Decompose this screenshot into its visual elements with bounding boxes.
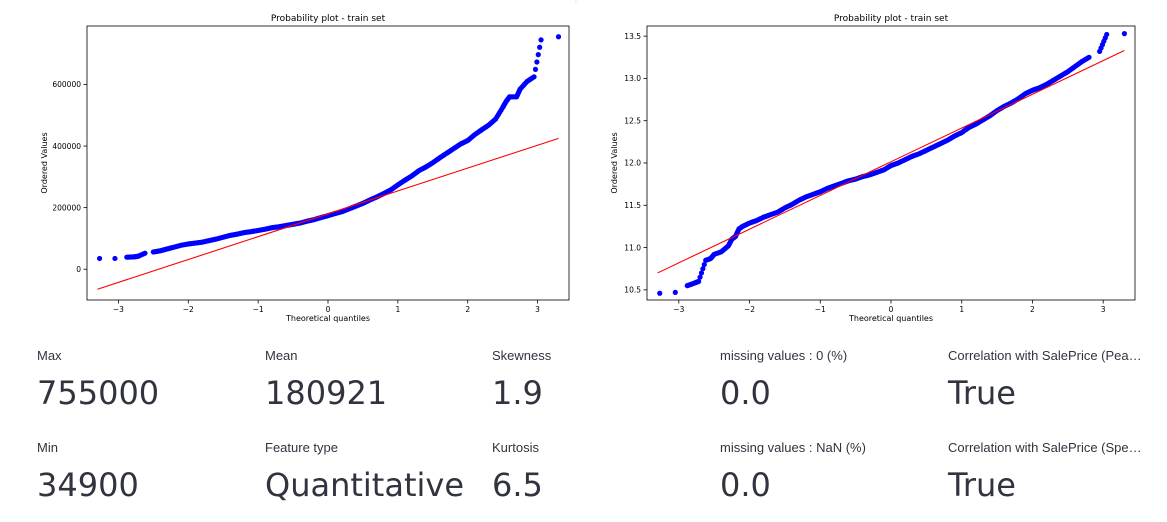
x-tick-label: −2 bbox=[183, 305, 194, 314]
metric-kurtosis: Kurtosis 6.5 bbox=[492, 439, 702, 505]
metric-mean: Mean 180921 bbox=[265, 347, 475, 413]
metric-label: Kurtosis bbox=[492, 440, 539, 455]
plot-title: Probability plot - train set bbox=[834, 14, 949, 24]
y-tick-label: 200000 bbox=[52, 203, 81, 212]
metric-label: missing values : 0 (%) bbox=[720, 348, 848, 363]
fit-line bbox=[657, 50, 1125, 274]
metric-label: Max bbox=[37, 348, 62, 363]
x-tick-label: −3 bbox=[673, 305, 684, 314]
x-axis-label: Theoretical quantiles bbox=[848, 314, 933, 323]
y-tick-label: 11.0 bbox=[624, 243, 641, 252]
data-point bbox=[697, 274, 703, 280]
data-point bbox=[700, 266, 706, 272]
metric-missing-zero: missing values : 0 (%) 0.0 bbox=[720, 347, 930, 413]
y-axis-label: Ordered Values bbox=[610, 132, 619, 193]
metric-label: Skewness bbox=[492, 348, 552, 363]
metric-value: 0.0 bbox=[720, 374, 771, 412]
data-point bbox=[532, 66, 539, 73]
data-point bbox=[1086, 54, 1092, 60]
x-tick-label: 2 bbox=[465, 305, 470, 314]
data-point bbox=[538, 37, 544, 43]
data-point bbox=[672, 289, 678, 295]
metric-value: 0.0 bbox=[720, 466, 771, 504]
metric-value: Quantitative bbox=[265, 466, 465, 504]
metric-corr-pearson: Correlation with SalePrice (Pearson) Tru… bbox=[948, 347, 1144, 413]
y-tick-label: 400000 bbox=[52, 142, 81, 151]
probability-plot-left-svg: Probability plot - train set −3 −2 −1 0 1 2 3 … bbox=[40, 14, 570, 323]
x-tick-label: 1 bbox=[959, 305, 964, 314]
metric-label: Feature type bbox=[265, 440, 338, 455]
metric-skewness: Skewness 1.9 bbox=[492, 347, 702, 413]
metric-max: Max 755000 bbox=[37, 347, 247, 413]
metric-value: 755000 bbox=[37, 374, 160, 412]
x-tick-label: 2 bbox=[1030, 305, 1035, 314]
y-tick-label: 12.5 bbox=[624, 116, 641, 125]
data-point bbox=[1104, 31, 1110, 38]
metric-label: Correlation with SalePrice (Pearson) bbox=[948, 348, 1144, 363]
x-axis-label: Theoretical quantiles bbox=[285, 314, 370, 323]
data-point bbox=[1121, 31, 1127, 37]
data-point bbox=[698, 270, 705, 276]
probability-plot-left: Probability plot - train set −3 −2 −1 0 1 2 3 … bbox=[30, 0, 575, 330]
data-point bbox=[657, 290, 663, 296]
metric-label: Correlation with SalePrice (Spearman) bbox=[948, 440, 1144, 455]
metric-value: True bbox=[948, 466, 1016, 504]
y-tick-label: 600000 bbox=[52, 80, 81, 89]
data-point bbox=[537, 44, 543, 50]
x-tick-label: 0 bbox=[326, 305, 331, 314]
data-point bbox=[701, 261, 707, 268]
x-tick-label: −3 bbox=[113, 305, 124, 314]
data-point bbox=[534, 59, 540, 65]
metric-feature-type: Feature type Quantitative bbox=[265, 439, 475, 505]
y-tick-label: 0 bbox=[76, 265, 81, 274]
y-tick-label: 13.0 bbox=[624, 74, 641, 83]
metric-min: Min 34900 bbox=[37, 439, 247, 505]
x-tick-label: −1 bbox=[253, 305, 264, 314]
y-tick-label: 11.5 bbox=[624, 201, 641, 210]
probability-plot-right: Probability plot - train set −3 −2 −1 0 1 2 3 … bbox=[600, 0, 1145, 330]
x-tick-label: −2 bbox=[744, 305, 755, 314]
metric-value: 180921 bbox=[265, 374, 388, 412]
x-tick-label: 0 bbox=[889, 305, 894, 314]
y-tick-label: 13.5 bbox=[624, 32, 641, 41]
data-point bbox=[142, 250, 148, 256]
y-axis-label: Ordered Values bbox=[40, 132, 49, 193]
metric-value: 1.9 bbox=[492, 374, 543, 412]
data-point bbox=[112, 255, 118, 262]
fit-line bbox=[97, 137, 559, 290]
metric-missing-nan: missing values : NaN (%) 0.0 bbox=[720, 439, 930, 505]
data-point bbox=[531, 74, 537, 80]
x-tick-label: 1 bbox=[395, 305, 400, 314]
metric-label: Min bbox=[37, 440, 58, 455]
y-tick-label: 10.5 bbox=[624, 286, 641, 295]
metric-corr-spearman: Correlation with SalePrice (Spearman) Tr… bbox=[948, 439, 1144, 505]
plot-frame bbox=[86, 25, 570, 301]
y-tick-label: 12.0 bbox=[624, 159, 641, 168]
metric-value: 6.5 bbox=[492, 466, 543, 504]
metric-value: True bbox=[948, 374, 1016, 412]
plot-title: Probability plot - train set bbox=[271, 14, 386, 24]
data-point bbox=[555, 34, 562, 40]
x-tick-label: −1 bbox=[815, 305, 826, 314]
data-point bbox=[535, 52, 541, 58]
metric-label: Mean bbox=[265, 348, 298, 363]
metric-label: missing values : NaN (%) bbox=[720, 440, 866, 455]
data-point bbox=[96, 255, 103, 262]
metric-value: 34900 bbox=[37, 466, 139, 504]
x-tick-label: 3 bbox=[1101, 305, 1106, 314]
probability-plot-right-svg: Probability plot - train set −3 −2 −1 0 1 2 3 … bbox=[610, 14, 1136, 323]
data-point bbox=[696, 278, 702, 284]
x-tick-label: 3 bbox=[535, 305, 540, 314]
